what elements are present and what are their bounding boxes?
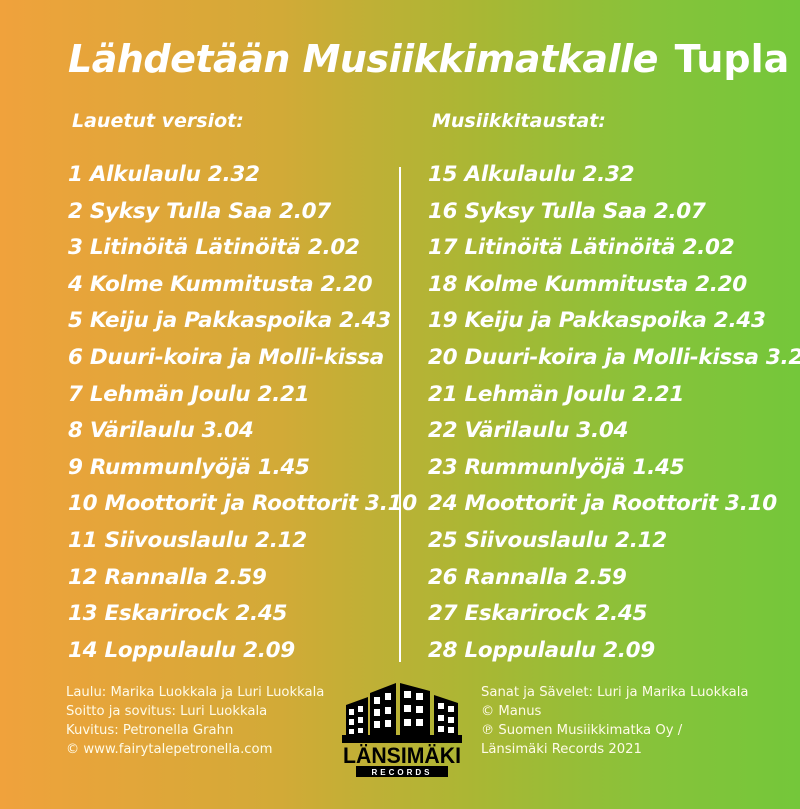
credit-line: Laulu: Marika Luokkala ja Luri Luokkala <box>66 685 325 700</box>
rights-credits: Sanat ja Sävelet: Luri ja Marika Luokkal… <box>481 683 748 759</box>
left-column-heading: Lauetut versiot: <box>72 110 244 132</box>
track-item: 23 Rummunlyöjä 1.45 <box>428 454 685 480</box>
track-item: 27 Eskarirock 2.45 <box>428 601 648 627</box>
logo-name: LÄNSIMÄKI <box>343 743 461 768</box>
album-title: Lähdetään Musiikkimatkalle Tupla <box>68 40 789 78</box>
track-item: 10 Moottorit ja Roottorit 3.10 <box>68 491 417 517</box>
vocal-tracklist: 1 Alkulaulu 2.32 2 Syksy Tulla Saa 2.07 … <box>68 160 417 672</box>
track-item: 25 Siivouslaulu 2.12 <box>428 527 667 553</box>
credit-line: Sanat ja Sävelet: Luri ja Marika Luokkal… <box>481 685 749 700</box>
track-item: 12 Rannalla 2.59 <box>68 564 267 590</box>
track-item: 18 Kolme Kummitusta 2.20 <box>428 271 747 297</box>
track-item: 8 Värilaulu 3.04 <box>68 418 254 444</box>
track-item: 14 Loppulaulu 2.09 <box>68 637 295 663</box>
credit-line: ℗ Suomen Musiikkimatka Oy / <box>481 723 683 738</box>
track-item: 26 Rannalla 2.59 <box>428 564 627 590</box>
track-item: 17 Litinöitä Lätinöitä 2.02 <box>428 235 735 261</box>
track-item: 21 Lehmän Joulu 2.21 <box>428 381 684 407</box>
track-item: 4 Kolme Kummitusta 2.20 <box>68 271 373 297</box>
track-item: 2 Syksy Tulla Saa 2.07 <box>68 198 331 224</box>
column-divider <box>399 167 401 662</box>
credit-line: © Manus <box>481 704 542 719</box>
track-item: 13 Eskarirock 2.45 <box>68 601 288 627</box>
track-item: 3 Litinöitä Lätinöitä 2.02 <box>68 235 360 261</box>
track-item: 11 Siivouslaulu 2.12 <box>68 527 307 553</box>
track-item: 20 Duuri-koira ja Molli-kissa 3.27 <box>428 344 800 370</box>
track-item: 22 Värilaulu 3.04 <box>428 418 629 444</box>
credit-line: Soitto ja sovitus: Luri Luokkala <box>66 704 268 719</box>
lansimaki-records-logo: LÄNSIMÄKI RECORDS <box>342 683 462 777</box>
logo-sub: RECORDS <box>371 768 432 777</box>
album-title-suffix: Tupla <box>674 37 790 81</box>
credit-line: © www.fairytalepetronella.com <box>66 742 273 757</box>
backing-tracklist: 15 Alkulaulu 2.32 16 Syksy Tulla Saa 2.0… <box>428 160 800 672</box>
track-item: 19 Keiju ja Pakkaspoika 2.43 <box>428 308 766 334</box>
track-item: 5 Keiju ja Pakkaspoika 2.43 <box>68 308 391 334</box>
credit-line: Kuvitus: Petronella Grahn <box>66 723 234 738</box>
track-item: 16 Syksy Tulla Saa 2.07 <box>428 198 706 224</box>
track-item: 24 Moottorit ja Roottorit 3.10 <box>428 491 777 517</box>
track-item: 7 Lehmän Joulu 2.21 <box>68 381 310 407</box>
track-item: 1 Alkulaulu 2.32 <box>68 162 260 187</box>
track-item: 28 Loppulaulu 2.09 <box>428 637 655 663</box>
right-column-heading: Musiikkitaustat: <box>432 110 606 132</box>
performer-credits: Laulu: Marika Luokkala ja Luri Luokkala … <box>66 683 324 759</box>
album-title-main: Lähdetään Musiikkimatkalle <box>68 37 658 81</box>
building-icon <box>342 683 462 743</box>
credit-line: Länsimäki Records 2021 <box>481 742 642 757</box>
track-item: 6 Duuri-koira ja Molli-kissa <box>68 344 385 370</box>
track-item: 9 Rummunlyöjä 1.45 <box>68 454 310 480</box>
track-item: 15 Alkulaulu 2.32 <box>428 162 635 187</box>
